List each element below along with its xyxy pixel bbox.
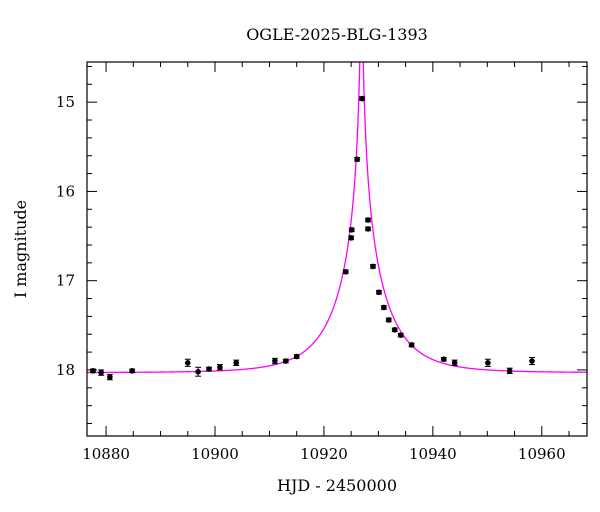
y-axis-label: I magnitude xyxy=(11,200,30,298)
y-tick-label: 17 xyxy=(56,272,75,290)
y-tick-label: 16 xyxy=(56,182,75,200)
y-tick-label: 18 xyxy=(56,361,75,379)
x-tick-label: 10900 xyxy=(191,445,239,463)
model-curve xyxy=(87,62,587,374)
x-tick-label: 10960 xyxy=(518,445,566,463)
data-point xyxy=(233,360,240,366)
x-tick-label: 10920 xyxy=(300,445,348,463)
data-point xyxy=(184,360,191,366)
data-point xyxy=(506,368,513,374)
data-point xyxy=(359,95,365,102)
data-point xyxy=(348,235,354,241)
data-point xyxy=(451,360,458,366)
data-point xyxy=(107,374,113,380)
data-point xyxy=(90,368,96,374)
data-point xyxy=(370,263,376,270)
data-point xyxy=(391,326,398,333)
data-point xyxy=(272,358,278,364)
data-point xyxy=(440,356,447,363)
data-point xyxy=(381,304,387,311)
data-point xyxy=(376,289,382,296)
data-point xyxy=(529,358,535,364)
data-point xyxy=(98,369,104,376)
plot-frame xyxy=(86,61,588,437)
data-point xyxy=(485,360,491,366)
data-point xyxy=(365,217,371,223)
data-point xyxy=(365,226,371,232)
data-point xyxy=(348,227,355,233)
data-point xyxy=(217,364,223,371)
data-point xyxy=(397,332,404,338)
data-point xyxy=(283,358,289,364)
x-axis-label: HJD - 2450000 xyxy=(277,476,397,495)
data-point xyxy=(342,268,349,275)
chart-title: OGLE-2025-BLG-1393 xyxy=(246,25,428,44)
data-point xyxy=(293,353,300,360)
data-point xyxy=(195,368,201,375)
x-tick-label: 10880 xyxy=(82,445,130,463)
y-tick-label: 15 xyxy=(56,93,75,111)
data-point xyxy=(385,317,392,323)
data-point xyxy=(354,156,360,163)
x-tick-label: 10940 xyxy=(409,445,457,463)
data-point xyxy=(129,368,136,374)
data-point xyxy=(408,342,415,348)
data-point xyxy=(206,366,212,372)
